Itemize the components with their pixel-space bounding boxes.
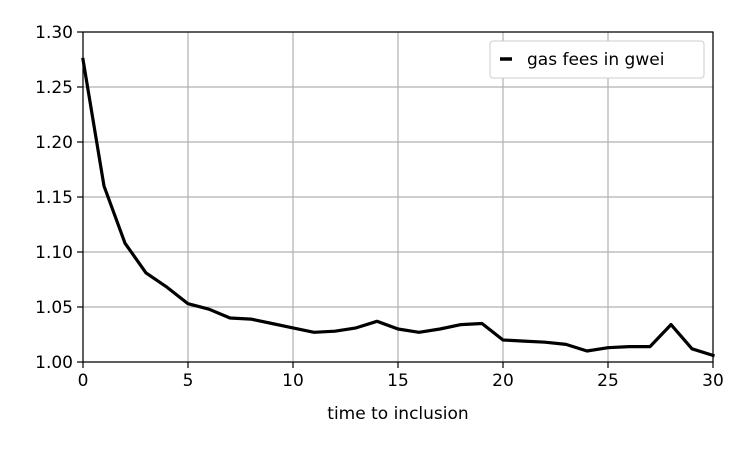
y-tick-label: 1.15	[35, 188, 73, 208]
y-tick-label: 1.00	[35, 353, 73, 373]
series-layer	[81, 57, 716, 358]
x-tick-label: 25	[597, 371, 619, 391]
y-axis-ticks: 1.00 1.05 1.10 1.15 1.20 1.25 1.30	[35, 23, 83, 373]
x-tick-label: 5	[183, 371, 194, 391]
y-tick-label: 1.20	[35, 133, 73, 153]
x-tick-label: 10	[282, 371, 304, 391]
y-tick-label: 1.10	[35, 243, 73, 263]
grid	[82, 31, 714, 363]
x-tick-label: 30	[702, 371, 724, 391]
x-tick-label: 0	[78, 371, 89, 391]
x-axis-ticks: 0 5 10 15 20 25 30	[78, 362, 724, 391]
legend: gas fees in gwei	[489, 40, 705, 79]
legend-box	[489, 40, 705, 79]
series-line	[81, 57, 716, 358]
x-axis-label: time to inclusion	[327, 404, 468, 424]
y-tick-label: 1.30	[35, 23, 73, 43]
y-tick-label: 1.25	[35, 78, 73, 98]
x-tick-label: 20	[492, 371, 514, 391]
legend-entry-label: gas fees in gwei	[527, 50, 664, 70]
x-tick-label: 15	[387, 371, 409, 391]
y-tick-label: 1.05	[35, 298, 73, 318]
